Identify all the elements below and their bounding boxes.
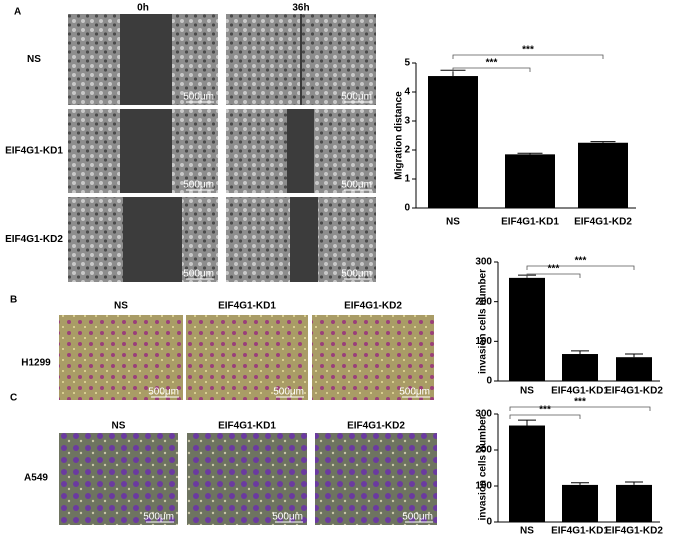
- scale-bar-label: 500μm: [272, 512, 303, 523]
- scale-bar-label: 500μm: [183, 180, 214, 191]
- scale-bar-label: 500μm: [402, 512, 433, 523]
- y-tick-label: 100: [475, 481, 492, 492]
- column-label: NS: [112, 421, 126, 432]
- bar: [509, 425, 545, 522]
- scale-bar-label: 500μm: [183, 92, 214, 103]
- y-tick-label: 2: [404, 145, 410, 156]
- micrograph: [186, 315, 308, 400]
- significance-bracket: [526, 265, 635, 270]
- micrograph: [187, 433, 307, 525]
- significance-bracket: [452, 67, 531, 72]
- y-tick-label: 300: [475, 409, 492, 420]
- micrograph: [59, 315, 183, 400]
- significance-bracket: [526, 273, 581, 278]
- y-tick-label: 300: [475, 257, 492, 268]
- scale-bar-label: 500μm: [143, 512, 174, 523]
- scale-bar-label: 500μm: [399, 387, 430, 398]
- column-label: 36h: [292, 3, 309, 14]
- x-tick-label: NS: [446, 217, 460, 228]
- panel-label: A: [14, 7, 21, 18]
- significance-bracket: [509, 406, 651, 411]
- y-tick-label: 100: [475, 336, 492, 347]
- cell-line-label: A549: [24, 473, 48, 484]
- bar: [509, 277, 545, 381]
- significance-bracket: [452, 54, 604, 59]
- y-tick-label: 5: [404, 58, 410, 69]
- column-label: EIF4G1-KD2: [344, 301, 402, 312]
- significance-label: ***: [575, 256, 587, 267]
- bar: [562, 354, 598, 381]
- y-tick-label: 3: [404, 116, 410, 127]
- x-tick-label: EIF4G1-KD2: [605, 386, 663, 397]
- x-tick-label: EIF4G1-KD1: [551, 526, 609, 537]
- scale-bar-label: 500μm: [148, 387, 179, 398]
- y-tick-label: 0: [404, 203, 410, 214]
- wound-gap: [120, 14, 172, 105]
- significance-label: ***: [539, 405, 551, 416]
- scale-bar-label: 500μm: [341, 269, 372, 280]
- y-tick-label: 200: [475, 296, 492, 307]
- column-label: NS: [114, 301, 128, 312]
- cell-line-label: H1299: [21, 358, 51, 369]
- x-tick-label: NS: [520, 526, 534, 537]
- panel-label: B: [10, 295, 17, 306]
- x-tick-label: EIF4G1-KD1: [551, 386, 609, 397]
- column-label: 0h: [137, 3, 149, 14]
- bar: [505, 154, 555, 208]
- micrograph: [312, 315, 434, 400]
- wound-gap: [120, 109, 172, 193]
- x-tick-label: EIF4G1-KD1: [501, 217, 559, 228]
- wound-gap: [287, 109, 314, 193]
- column-label: EIF4G1-KD1: [218, 421, 276, 432]
- x-tick-label: EIF4G1-KD2: [574, 217, 632, 228]
- bar: [578, 142, 628, 208]
- row-label: EIF4G1-KD2: [5, 234, 63, 245]
- panel-label: C: [10, 393, 17, 404]
- scale-bar-label: 500μm: [273, 387, 304, 398]
- bar: [616, 484, 652, 522]
- column-label: EIF4G1-KD1: [218, 301, 276, 312]
- x-tick-label: NS: [520, 386, 534, 397]
- y-tick-label: 1: [404, 174, 410, 185]
- row-label: NS: [27, 54, 41, 65]
- significance-bracket: [509, 414, 581, 419]
- y-tick-label: 0: [486, 517, 492, 528]
- y-axis-label: Migration distance: [394, 91, 405, 180]
- x-tick-label: EIF4G1-KD2: [605, 526, 663, 537]
- column-label: EIF4G1-KD2: [347, 421, 405, 432]
- bar: [616, 357, 652, 381]
- y-axis-label: invasion cells number: [478, 415, 489, 520]
- significance-label: ***: [548, 264, 560, 275]
- bar: [428, 76, 478, 208]
- wound-gap: [123, 197, 182, 282]
- row-label: EIF4G1-KD1: [5, 146, 63, 157]
- y-axis-label: invasion cells number: [478, 269, 489, 374]
- y-tick-label: 0: [486, 376, 492, 387]
- significance-label: ***: [486, 58, 498, 69]
- micrograph: [315, 433, 437, 525]
- wound-gap: [300, 14, 302, 105]
- y-tick-label: 4: [404, 87, 410, 98]
- bar: [562, 484, 598, 522]
- wound-gap: [290, 197, 318, 282]
- scale-bar-label: 500μm: [341, 92, 372, 103]
- y-tick-label: 200: [475, 445, 492, 456]
- micrograph: [59, 433, 178, 525]
- scale-bar-label: 500μm: [341, 180, 372, 191]
- significance-label: ***: [574, 397, 586, 408]
- scale-bar-label: 500μm: [183, 269, 214, 280]
- significance-label: ***: [522, 45, 534, 56]
